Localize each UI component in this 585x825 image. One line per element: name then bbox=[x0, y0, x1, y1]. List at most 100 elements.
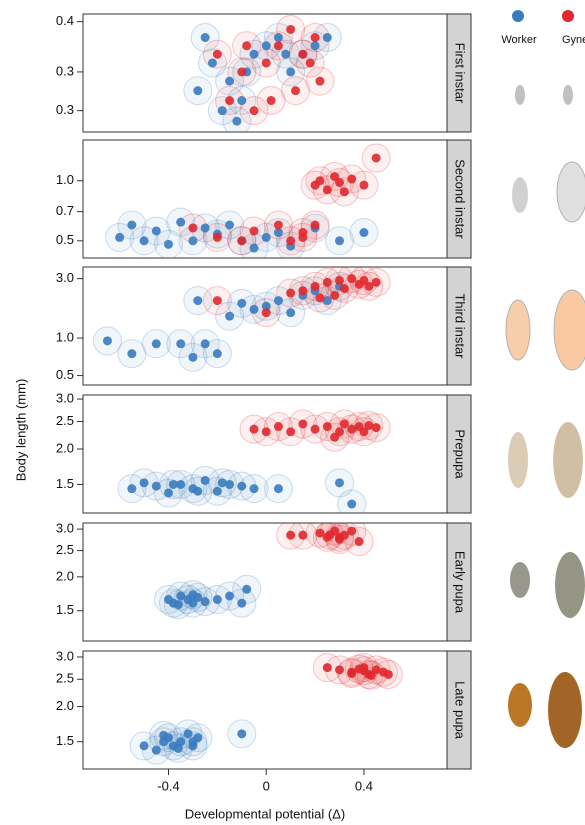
specimen bbox=[515, 85, 525, 105]
point bbox=[201, 476, 210, 485]
point bbox=[262, 58, 271, 67]
point bbox=[250, 244, 259, 253]
point bbox=[152, 746, 161, 755]
strip-label: Third instar bbox=[453, 293, 468, 359]
point bbox=[188, 223, 197, 232]
point bbox=[188, 590, 197, 599]
point bbox=[152, 482, 161, 491]
point bbox=[335, 236, 344, 245]
point bbox=[213, 487, 222, 496]
point bbox=[311, 221, 320, 230]
point bbox=[359, 181, 368, 190]
point bbox=[291, 86, 300, 95]
specimen bbox=[548, 672, 582, 748]
point bbox=[232, 117, 241, 126]
point bbox=[274, 484, 283, 493]
x-tick-label: 0 bbox=[263, 778, 270, 793]
point bbox=[237, 729, 246, 738]
plot-area bbox=[155, 517, 374, 619]
specimen bbox=[563, 85, 573, 105]
point bbox=[225, 312, 234, 321]
point bbox=[262, 233, 271, 242]
legend-swatch bbox=[562, 10, 574, 22]
point bbox=[201, 33, 210, 42]
point bbox=[103, 336, 112, 345]
plot-area bbox=[130, 654, 402, 765]
specimen bbox=[506, 300, 530, 360]
point bbox=[225, 591, 234, 600]
point bbox=[311, 282, 320, 291]
point bbox=[384, 670, 393, 679]
point bbox=[298, 531, 307, 540]
y-tick-label: 2.0 bbox=[56, 568, 74, 583]
point bbox=[298, 50, 307, 59]
y-tick-label: 0.3 bbox=[56, 102, 74, 117]
specimen bbox=[555, 552, 585, 618]
point bbox=[311, 33, 320, 42]
point bbox=[323, 278, 332, 287]
point bbox=[267, 96, 276, 105]
point bbox=[237, 599, 246, 608]
y-tick-label: 0.5 bbox=[56, 367, 74, 382]
point bbox=[218, 106, 227, 115]
point bbox=[201, 597, 210, 606]
y-tick-label: 0.7 bbox=[56, 203, 74, 218]
point bbox=[355, 537, 364, 546]
point bbox=[347, 500, 356, 509]
point bbox=[315, 293, 324, 302]
point bbox=[335, 665, 344, 674]
point bbox=[298, 420, 307, 429]
point bbox=[347, 669, 356, 678]
point bbox=[274, 221, 283, 230]
point bbox=[359, 663, 368, 672]
point bbox=[140, 741, 149, 750]
point bbox=[330, 433, 339, 442]
point bbox=[237, 236, 246, 245]
specimen bbox=[510, 562, 530, 598]
point bbox=[164, 488, 173, 497]
point bbox=[315, 77, 324, 86]
point bbox=[201, 223, 210, 232]
point bbox=[140, 236, 149, 245]
y-tick-label: 3.0 bbox=[56, 390, 74, 405]
point bbox=[330, 291, 339, 300]
y-tick-label: 2.5 bbox=[56, 542, 74, 557]
point bbox=[286, 531, 295, 540]
point bbox=[372, 278, 381, 287]
point bbox=[286, 427, 295, 436]
point bbox=[115, 233, 124, 242]
strip-label: Prepupa bbox=[453, 429, 468, 479]
point bbox=[250, 305, 259, 314]
point bbox=[274, 296, 283, 305]
point bbox=[347, 274, 356, 283]
point bbox=[193, 487, 202, 496]
y-tick-label: 0.3 bbox=[56, 63, 74, 78]
point bbox=[281, 50, 290, 59]
point bbox=[188, 353, 197, 362]
point bbox=[213, 349, 222, 358]
plot-area bbox=[118, 410, 390, 518]
point bbox=[286, 236, 295, 245]
point bbox=[286, 289, 295, 298]
point bbox=[262, 427, 271, 436]
point bbox=[325, 531, 334, 540]
y-axis-label: Body length (mm) bbox=[13, 379, 28, 482]
point bbox=[340, 420, 349, 429]
point bbox=[274, 422, 283, 431]
y-tick-label: 0.4 bbox=[56, 13, 74, 28]
plot-area bbox=[106, 144, 391, 262]
y-tick-label: 2.0 bbox=[56, 440, 74, 455]
point bbox=[372, 423, 381, 432]
point bbox=[359, 228, 368, 237]
point bbox=[311, 41, 320, 50]
y-tick-label: 2.5 bbox=[56, 413, 74, 428]
point bbox=[169, 480, 178, 489]
y-tick-label: 1.5 bbox=[56, 476, 74, 491]
point bbox=[335, 533, 344, 542]
point bbox=[193, 86, 202, 95]
point bbox=[306, 58, 315, 67]
y-tick-label: 1.0 bbox=[56, 330, 74, 345]
x-axis-label: Developmental potential (Δ) bbox=[185, 806, 345, 821]
point bbox=[127, 221, 136, 230]
point bbox=[286, 25, 295, 34]
